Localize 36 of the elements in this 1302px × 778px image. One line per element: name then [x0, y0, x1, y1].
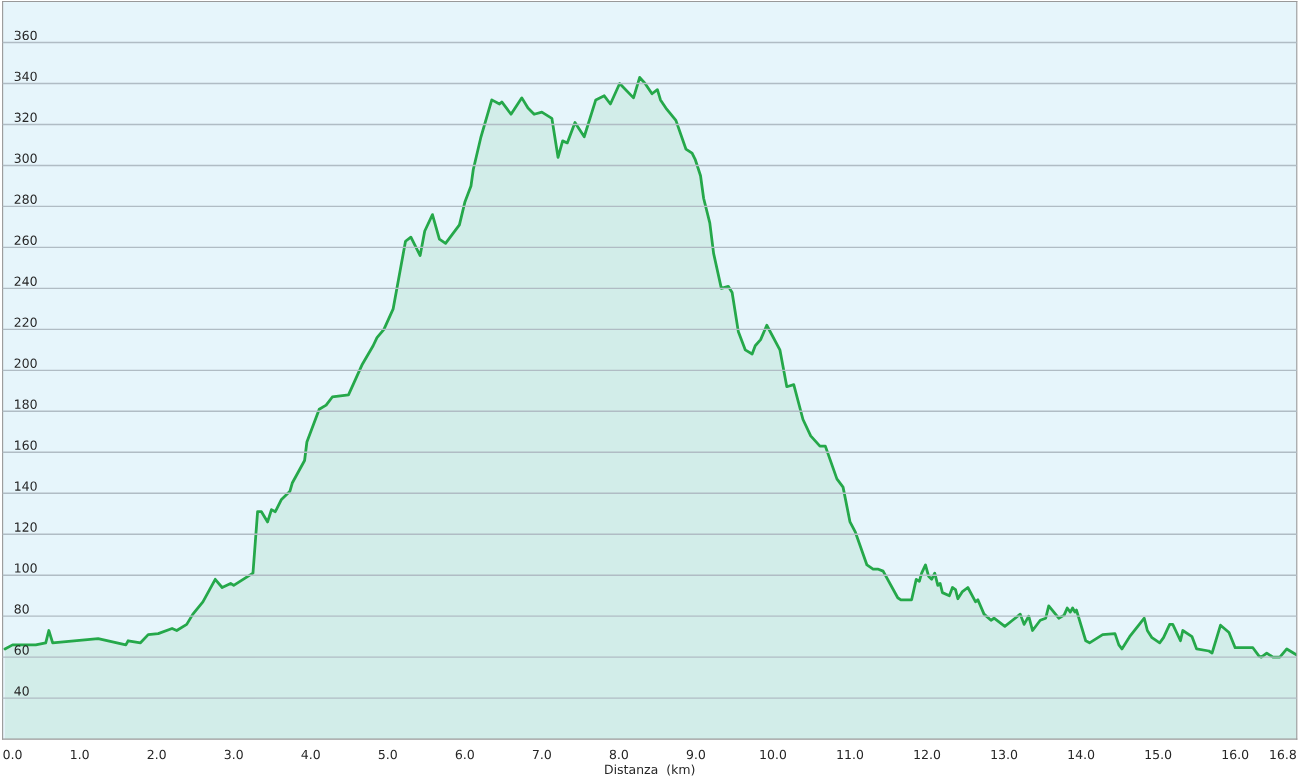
y-tick-label: 40 [14, 686, 29, 696]
x-tick-label: 14.0 [1068, 749, 1095, 760]
y-tick-label: 80 [14, 604, 29, 614]
x-tick-label: 11.0 [837, 749, 864, 760]
y-tick-label: 180 [15, 399, 37, 409]
x-tick-label: 4.0 [301, 749, 320, 760]
y-tick-label: 60 [14, 645, 29, 655]
x-tick-label: 7.0 [532, 749, 551, 760]
x-tick-label: 16.8 [1270, 749, 1296, 760]
y-tick-label: 120 [15, 522, 37, 532]
x-tick-label: 10.0 [760, 749, 787, 760]
y-tick-label: 200 [14, 358, 37, 368]
x-tick-label: 5.0 [378, 749, 397, 760]
y-tick-label: 280 [14, 194, 37, 205]
x-tick-label: 12.0 [914, 749, 941, 760]
x-tick-label: 9.0 [686, 749, 706, 760]
y-tick-label: 160 [15, 440, 37, 450]
x-tick-label: 13.0 [991, 749, 1018, 760]
y-tick-label: 340 [14, 71, 37, 82]
x-tick-label: 3.0 [224, 749, 243, 760]
x-axis-title: Distanza (km) [605, 764, 695, 776]
y-tick-label: 300 [14, 153, 37, 164]
x-tick-label: 8.0 [609, 749, 628, 760]
x-tick-label: 16.0 [1222, 749, 1249, 760]
x-tick-label: 1.0 [71, 749, 89, 760]
y-tick-label: 260 [14, 235, 37, 245]
y-tick-label: 320 [14, 112, 37, 123]
y-tick-label: 100 [15, 563, 37, 573]
y-tick-label: 140 [15, 481, 37, 491]
x-tick-label: 6.0 [455, 749, 474, 760]
x-tick-label: 15.0 [1145, 749, 1172, 760]
x-tick-label: 2.0 [147, 749, 166, 760]
y-tick-label: 360 [14, 30, 37, 41]
y-tick-label: 240 [14, 276, 37, 286]
y-tick-label: 220 [14, 317, 37, 327]
x-tick-label: 0.0 [3, 749, 22, 760]
